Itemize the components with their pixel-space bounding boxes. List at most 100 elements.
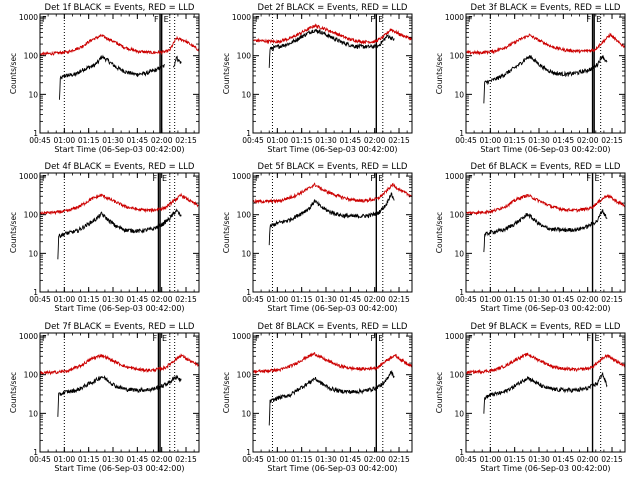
y-tick-label: 1000 xyxy=(232,172,251,181)
series-red-lld xyxy=(253,352,412,374)
x-tick-label: 02:15 xyxy=(388,455,410,464)
y-tick-label: 10 xyxy=(241,249,251,258)
flag-label: E xyxy=(164,15,169,24)
x-tick-label: 01:00 xyxy=(480,136,502,145)
x-tick-label: 01:00 xyxy=(267,136,289,145)
x-tick-label: 01:15 xyxy=(78,136,100,145)
x-axis-label: Start Time (06-Sep-03 00:42:00) xyxy=(480,145,610,154)
y-tick-label: 1 xyxy=(459,129,464,138)
x-tick-label: 01:45 xyxy=(553,455,575,464)
x-tick-label: 01:30 xyxy=(102,295,124,304)
x-tick-label: 00:45 xyxy=(29,455,51,464)
x-tick-label: 01:15 xyxy=(291,455,313,464)
x-tick-label: 02:00 xyxy=(151,136,173,145)
series-black-events xyxy=(268,369,395,426)
y-axis-label: Counts/sec xyxy=(435,53,444,94)
y-tick-label: 10 xyxy=(241,409,251,418)
plot-frame xyxy=(465,332,626,453)
flag-label: F xyxy=(587,15,592,24)
x-tick-label: 01:15 xyxy=(291,136,313,145)
y-axis-label: Counts/sec xyxy=(435,212,444,253)
y-tick-label: 100 xyxy=(237,52,252,61)
x-tick-label: 02:15 xyxy=(388,295,410,304)
x-tick-label: 02:15 xyxy=(601,455,623,464)
flag-label: F xyxy=(42,15,47,24)
series-black-events xyxy=(483,54,608,104)
series-red-lld xyxy=(40,192,199,216)
y-tick-label: 100 xyxy=(24,371,39,380)
y-tick-label: 10 xyxy=(454,249,464,258)
x-tick-label: 01:45 xyxy=(127,295,149,304)
x-axis-label: Start Time (06-Sep-03 00:42:00) xyxy=(480,304,610,313)
x-axis-label: Start Time (06-Sep-03 00:42:00) xyxy=(480,464,610,473)
y-axis-label: Counts/sec xyxy=(9,212,18,253)
y-axis-label: Counts/sec xyxy=(222,53,231,94)
series-red-lld xyxy=(466,352,625,375)
y-tick-label: 100 xyxy=(237,211,252,220)
flag-label: F xyxy=(468,15,473,24)
series-black-events xyxy=(59,54,165,100)
x-tick-label: 02:00 xyxy=(364,136,386,145)
x-tick-label: 01:45 xyxy=(340,455,362,464)
series-red-lld xyxy=(253,23,412,45)
x-tick-label: 01:30 xyxy=(315,295,337,304)
x-tick-label: 02:00 xyxy=(364,455,386,464)
x-tick-label: 01:30 xyxy=(315,455,337,464)
chart-title: Det 9f BLACK = Events, RED = LLD xyxy=(471,322,621,332)
series-black-events xyxy=(268,28,395,68)
series-black-events xyxy=(172,55,182,68)
plot-area xyxy=(466,14,625,133)
chart-title: Det 2f BLACK = Events, RED = LLD xyxy=(258,3,408,13)
flag-label: F xyxy=(152,334,157,343)
y-tick-label: 1 xyxy=(33,448,38,457)
x-tick-label: 02:15 xyxy=(175,136,197,145)
series-red-lld xyxy=(40,353,199,376)
x-axis-label: Start Time (06-Sep-03 00:42:00) xyxy=(267,464,397,473)
flag-label: F xyxy=(370,334,375,343)
x-tick-label: 02:15 xyxy=(388,136,410,145)
x-tick-label: 01:00 xyxy=(267,295,289,304)
series-black-events xyxy=(483,371,608,414)
x-tick-label: 02:15 xyxy=(601,295,623,304)
flag-label: E xyxy=(595,174,600,183)
x-tick-label: 01:00 xyxy=(54,455,76,464)
y-tick-label: 1000 xyxy=(19,13,38,22)
plot-frame xyxy=(252,13,413,134)
y-tick-label: 1000 xyxy=(445,13,464,22)
x-tick-label: 00:45 xyxy=(29,295,51,304)
flag-label: F xyxy=(154,15,159,24)
plot-frame xyxy=(39,13,200,134)
x-tick-label: 02:00 xyxy=(577,295,599,304)
series-black-events xyxy=(57,208,182,260)
x-tick-label: 01:30 xyxy=(528,455,550,464)
y-tick-label: 1 xyxy=(459,448,464,457)
x-tick-label: 01:15 xyxy=(78,455,100,464)
y-tick-label: 1000 xyxy=(232,332,251,341)
x-tick-label: 00:45 xyxy=(242,455,264,464)
x-tick-label: 02:15 xyxy=(175,455,197,464)
flag-label: F xyxy=(370,15,375,24)
series-red-lld xyxy=(40,33,199,57)
flag-label: E xyxy=(595,334,600,343)
y-tick-label: 10 xyxy=(28,249,38,258)
x-axis-label: Start Time (06-Sep-03 00:42:00) xyxy=(267,304,397,313)
plot-frame xyxy=(252,332,413,453)
series-red-lld xyxy=(466,193,625,216)
x-tick-label: 01:45 xyxy=(127,455,149,464)
flag-label: F xyxy=(468,334,473,343)
plot-area xyxy=(40,333,199,452)
flag-label: F xyxy=(468,174,473,183)
y-tick-label: 1 xyxy=(33,288,38,297)
flag-label: F xyxy=(255,15,260,24)
flag-label: F xyxy=(255,334,260,343)
y-tick-label: 1000 xyxy=(19,172,38,181)
series-black-events xyxy=(483,209,608,253)
y-tick-label: 10 xyxy=(454,409,464,418)
